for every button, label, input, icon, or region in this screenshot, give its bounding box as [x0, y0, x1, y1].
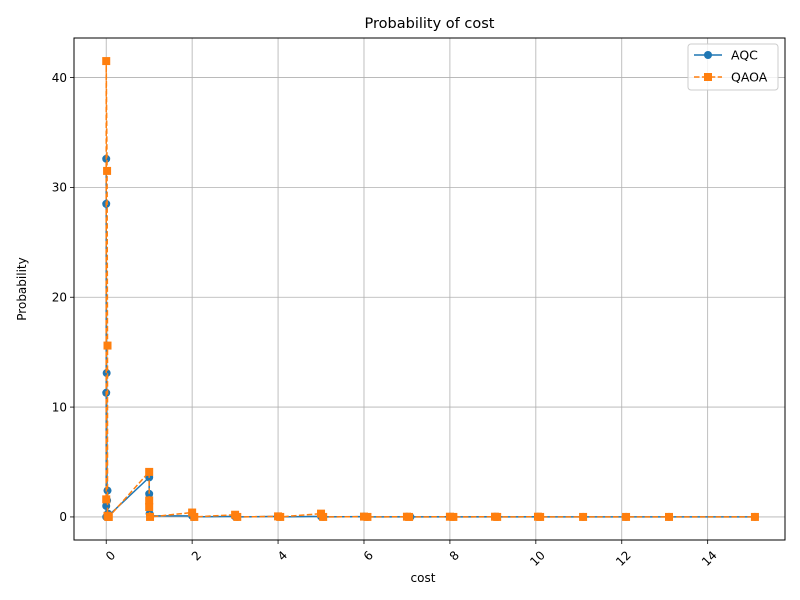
legend: AQC QAOA	[687, 43, 779, 91]
data-point-aqc	[145, 489, 154, 498]
data-point-qaoa	[579, 512, 588, 521]
data-point-qaoa	[622, 512, 631, 521]
legend-aqc-label: AQC	[731, 48, 758, 63]
data-point-qaoa	[536, 512, 545, 521]
data-point-qaoa	[145, 496, 154, 505]
data-point-qaoa	[233, 512, 242, 521]
plot-area	[74, 38, 785, 540]
legend-qaoa-label: QAOA	[731, 70, 768, 85]
x-axis-label: cost	[411, 571, 436, 585]
data-point-qaoa	[145, 467, 154, 476]
data-point-aqc	[102, 369, 111, 378]
chart-title: Probability of cost	[365, 16, 495, 32]
series-qaoa	[102, 57, 759, 521]
legend-aqc-marker	[704, 51, 712, 59]
data-point-qaoa	[190, 512, 199, 521]
data-point-qaoa	[405, 512, 414, 521]
y-tick-label: 0	[59, 510, 67, 524]
y-axis-label: Probability	[15, 257, 29, 320]
data-point-qaoa	[103, 341, 112, 350]
legend-qaoa-marker	[704, 73, 712, 81]
data-point-qaoa	[750, 512, 759, 521]
y-tick-label: 20	[52, 291, 67, 305]
data-point-qaoa	[102, 57, 111, 66]
y-tick-label: 40	[52, 71, 67, 85]
data-point-qaoa	[493, 512, 502, 521]
data-point-qaoa	[102, 495, 111, 504]
plot-frame	[73, 37, 786, 541]
data-point-qaoa	[449, 512, 458, 521]
data-point-qaoa	[665, 512, 674, 521]
series-layer	[102, 57, 759, 521]
data-point-qaoa	[276, 512, 285, 521]
data-point-qaoa	[319, 512, 328, 521]
data-point-qaoa	[146, 512, 155, 521]
data-point-qaoa	[363, 512, 372, 521]
data-point-qaoa	[103, 166, 112, 175]
data-point-qaoa	[104, 512, 113, 521]
data-point-qaoa	[188, 508, 197, 517]
y-tick-label: 30	[52, 181, 67, 195]
data-point-qaoa	[145, 503, 154, 512]
y-tick-label: 10	[52, 400, 67, 414]
